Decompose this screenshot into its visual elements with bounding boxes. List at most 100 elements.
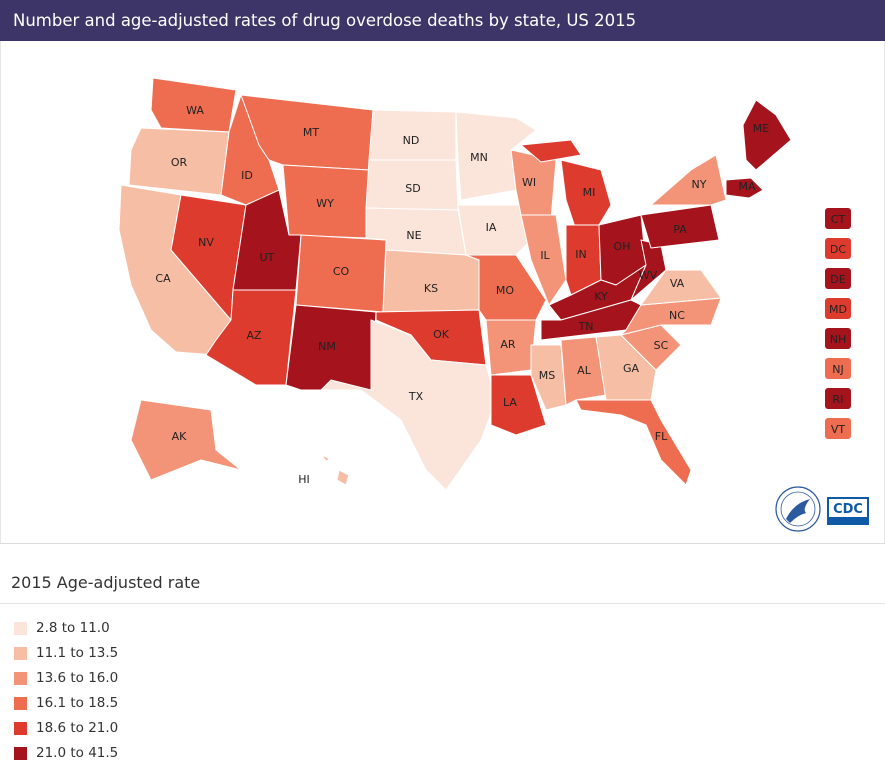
legend-label: 16.1 to 18.5: [36, 695, 119, 711]
legend-item[interactable]: 21.0 to 41.5: [14, 745, 118, 761]
legend-swatch: [14, 696, 27, 710]
state-label-ia: IA: [486, 221, 497, 234]
state-label-tn: TN: [578, 320, 594, 333]
state-label-ms: MS: [539, 369, 555, 382]
small-state-box-nh[interactable]: [825, 328, 851, 349]
state-label-ny: NY: [692, 178, 707, 191]
state-label-ar: AR: [500, 338, 516, 351]
legend-swatch: [14, 671, 27, 685]
state-label-ma: MA: [738, 180, 755, 193]
state-label-ga: GA: [623, 362, 640, 375]
small-state-box-md[interactable]: [825, 298, 851, 319]
state-ga[interactable]: [595, 334, 657, 401]
panel-divider: [0, 543, 885, 544]
hhs-logo: [775, 486, 821, 532]
legend-item[interactable]: 18.6 to 21.0: [14, 720, 118, 736]
cdc-logo: CDC: [827, 497, 869, 525]
legend-swatch: [14, 721, 27, 735]
small-state-box-ri[interactable]: [825, 388, 851, 409]
state-label-in: IN: [575, 248, 586, 261]
legend-swatch: [14, 746, 27, 760]
us-map: WA OR CA NV ID MT WY UT AZ CO NM ND SD NE KS OK TX MN IA MO…: [118, 77, 869, 532]
legend-label: 18.6 to 21.0: [36, 720, 119, 736]
state-il[interactable]: [520, 214, 567, 306]
legend-divider: [0, 603, 885, 604]
small-state-label-dc: DC: [830, 243, 846, 256]
state-label-mo: MO: [496, 284, 514, 297]
small-state-box-dc[interactable]: [825, 238, 851, 259]
state-or[interactable]: [128, 127, 230, 196]
legend-item[interactable]: 11.1 to 13.5: [14, 645, 118, 661]
small-state-box-ct[interactable]: [825, 208, 851, 229]
state-label-ak: AK: [172, 430, 188, 443]
state-label-mn: MN: [470, 151, 488, 164]
state-label-fl: FL: [655, 430, 668, 443]
state-ia[interactable]: [457, 204, 532, 256]
state-ny[interactable]: [650, 154, 727, 206]
state-label-ks: KS: [424, 282, 438, 295]
legend-label: 11.1 to 13.5: [36, 645, 119, 661]
small-state-label-nh: NH: [830, 333, 847, 346]
state-label-az: AZ: [246, 329, 262, 342]
small-state-label-md: MD: [829, 303, 847, 316]
small-state-box-de[interactable]: [825, 268, 851, 289]
state-label-va: VA: [670, 277, 685, 290]
state-label-or: OR: [171, 156, 188, 169]
state-label-ut: UT: [260, 251, 275, 264]
state-label-wy: WY: [316, 197, 334, 210]
state-label-nd: ND: [403, 134, 420, 147]
state-label-wv: WV: [639, 269, 658, 282]
chart-title: Number and age-adjusted rates of drug ov…: [13, 11, 637, 30]
state-label-sc: SC: [654, 339, 669, 352]
chart-title-bar: Number and age-adjusted rates of drug ov…: [0, 0, 885, 41]
legend-label: 21.0 to 41.5: [36, 745, 119, 761]
small-state-label-de: DE: [830, 273, 845, 286]
state-label-mi: MI: [583, 186, 596, 199]
legend-item[interactable]: 16.1 to 18.5: [14, 695, 118, 711]
small-state-label-vt: VT: [831, 423, 846, 436]
state-ks[interactable]: [382, 249, 480, 313]
legend-swatch: [14, 621, 27, 635]
legend-item[interactable]: 13.6 to 16.0: [14, 670, 118, 686]
state-va[interactable]: [640, 269, 722, 306]
state-fl[interactable]: [575, 399, 692, 486]
state-label-ok: OK: [433, 328, 450, 341]
state-label-nc: NC: [669, 309, 685, 322]
state-la[interactable]: [490, 374, 547, 436]
small-state-label-ct: CT: [831, 213, 846, 226]
state-label-nv: NV: [198, 236, 214, 249]
state-tx[interactable]: [320, 319, 497, 491]
state-label-nm: NM: [318, 340, 336, 353]
state-hi[interactable]: [320, 454, 350, 486]
legend-swatch: [14, 646, 27, 660]
state-label-me: ME: [753, 122, 769, 135]
legend-title: 2015 Age-adjusted rate: [11, 573, 201, 592]
small-state-label-ri: RI: [833, 393, 844, 406]
state-label-hi: HI: [298, 473, 310, 486]
state-label-tx: TX: [408, 390, 424, 403]
state-ma[interactable]: [725, 177, 764, 199]
state-ak[interactable]: [130, 399, 242, 481]
map-panel: WA OR CA NV ID MT WY UT AZ CO NM ND SD NE KS OK TX MN IA MO…: [0, 41, 885, 543]
small-state-box-nj[interactable]: [825, 358, 851, 379]
state-label-ca: CA: [155, 272, 171, 285]
state-pa[interactable]: [640, 204, 720, 249]
state-label-oh: OH: [614, 240, 631, 253]
state-label-id: ID: [241, 169, 253, 182]
state-label-wa: WA: [186, 104, 204, 117]
state-label-pa: PA: [673, 223, 687, 236]
state-label-la: LA: [503, 396, 517, 409]
cdc-logo-text: CDC: [833, 502, 863, 517]
state-label-sd: SD: [405, 182, 420, 195]
state-az[interactable]: [205, 289, 297, 386]
state-al[interactable]: [560, 336, 607, 406]
state-label-wi: WI: [522, 176, 536, 189]
state-label-al: AL: [577, 364, 592, 377]
small-state-box-vt[interactable]: [825, 418, 851, 439]
small-state-label-nj: NJ: [832, 363, 843, 376]
state-label-ky: KY: [594, 290, 608, 303]
legend-item[interactable]: 2.8 to 11.0: [14, 620, 110, 636]
state-ms[interactable]: [530, 344, 567, 411]
legend-label: 2.8 to 11.0: [36, 620, 110, 636]
state-me[interactable]: [742, 99, 792, 171]
